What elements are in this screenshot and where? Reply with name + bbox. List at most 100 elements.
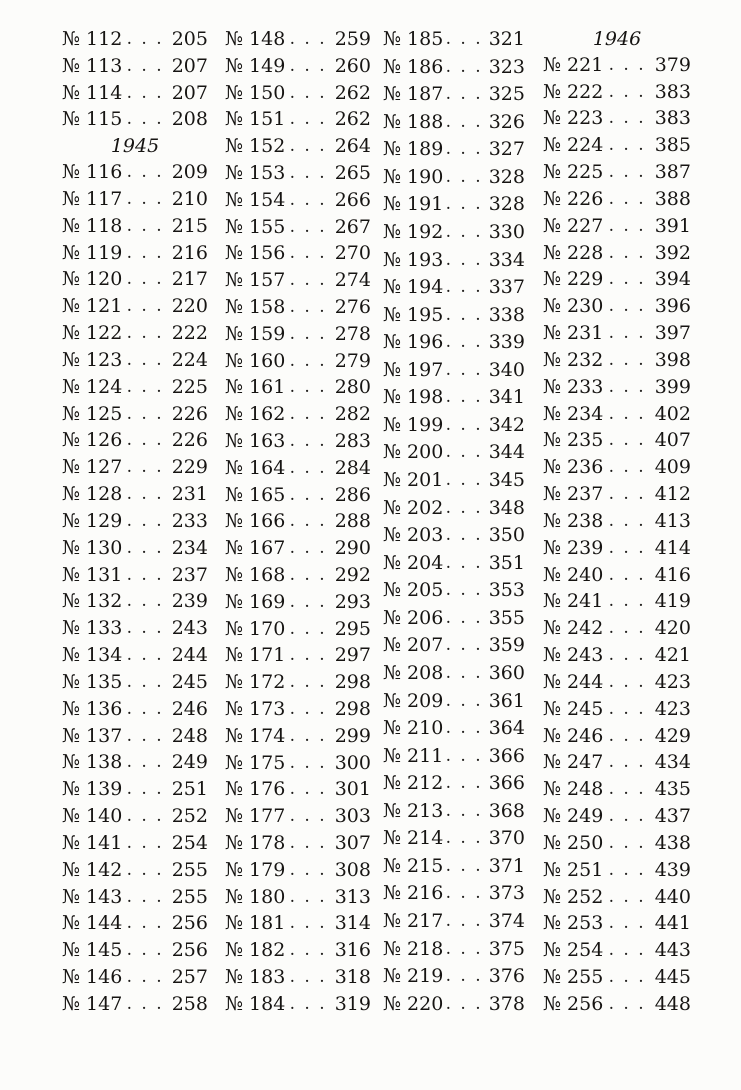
- toc-entry: № 222. . . 383: [543, 81, 691, 104]
- toc-entry: № 247. . . 434: [543, 751, 691, 774]
- entry-number: № 158: [225, 295, 286, 318]
- entry-page: 243: [171, 617, 208, 640]
- dot-leader: . . .: [608, 618, 646, 639]
- entry-page: 283: [334, 429, 371, 452]
- toc-entry: № 161. . . 280: [225, 376, 371, 399]
- toc-entry: № 197. . . 340: [383, 359, 525, 382]
- toc-entry: № 136. . . 246: [62, 698, 208, 721]
- dot-leader: . . .: [289, 752, 327, 773]
- dot-leader: . . .: [445, 442, 483, 463]
- entry-page: 207: [171, 54, 208, 77]
- entry-page: 265: [334, 161, 371, 184]
- entry-page: 292: [334, 563, 371, 586]
- entry-number: № 240: [543, 563, 604, 586]
- toc-entry: № 226. . . 388: [543, 188, 691, 211]
- dot-leader: . . .: [289, 591, 327, 612]
- entry-number: № 144: [62, 912, 123, 935]
- entry-number: № 175: [225, 751, 286, 774]
- dot-leader: . . .: [445, 387, 483, 408]
- entry-page: 416: [654, 563, 691, 586]
- entry-number: № 176: [225, 778, 286, 801]
- dot-leader: . . .: [126, 349, 164, 370]
- dot-leader: . . .: [608, 242, 646, 263]
- entry-page: 249: [171, 751, 208, 774]
- dot-leader: . . .: [126, 752, 164, 773]
- entry-number: № 145: [62, 939, 123, 962]
- entry-page: 440: [654, 885, 691, 908]
- dot-leader: . . .: [445, 966, 483, 987]
- toc-entry: № 113. . . 207: [62, 55, 208, 78]
- toc-entry: № 208. . . 360: [383, 662, 525, 685]
- entry-number: № 197: [383, 358, 444, 381]
- entry-number: № 153: [225, 161, 286, 184]
- entry-page: 338: [488, 303, 525, 326]
- entry-page: 334: [488, 248, 525, 271]
- entry-number: № 226: [543, 187, 604, 210]
- entry-page: 323: [488, 55, 525, 78]
- entry-page: 258: [171, 992, 208, 1015]
- toc-entry: № 133. . . 243: [62, 617, 208, 640]
- entry-page: 262: [334, 108, 371, 131]
- toc-entry: № 177. . . 303: [225, 805, 371, 828]
- entry-page: 340: [488, 358, 525, 381]
- dot-leader: . . .: [445, 800, 483, 821]
- toc-entry: № 131. . . 237: [62, 564, 208, 587]
- entry-number: № 121: [62, 295, 123, 318]
- dot-leader: . . .: [445, 552, 483, 573]
- toc-entry: № 117. . . 210: [62, 188, 208, 211]
- toc-entry: № 250. . . 438: [543, 832, 691, 855]
- toc-entry: № 214. . . 370: [383, 827, 525, 850]
- toc-entry: № 192. . . 330: [383, 221, 525, 244]
- entry-page: 256: [171, 939, 208, 962]
- entry-number: № 189: [383, 138, 444, 161]
- entry-page: 342: [488, 413, 525, 436]
- toc-entry: № 239. . . 414: [543, 537, 691, 560]
- entry-number: № 136: [62, 697, 123, 720]
- entry-page: 313: [334, 885, 371, 908]
- entry-number: № 138: [62, 751, 123, 774]
- entry-page: 260: [334, 54, 371, 77]
- entry-number: № 210: [383, 717, 444, 740]
- dot-leader: . . .: [608, 510, 646, 531]
- toc-entry: № 189. . . 327: [383, 138, 525, 161]
- toc-entry: № 184. . . 319: [225, 993, 371, 1016]
- entry-page: 314: [334, 912, 371, 935]
- entry-number: № 219: [383, 965, 444, 988]
- toc-entry: № 140. . . 252: [62, 805, 208, 828]
- dot-leader: . . .: [289, 913, 327, 934]
- entry-page: 366: [488, 772, 525, 795]
- entry-number: № 244: [543, 670, 604, 693]
- toc-entry: № 171. . . 297: [225, 644, 371, 667]
- toc-entry: № 115. . . 208: [62, 108, 208, 131]
- dot-leader: . . .: [289, 136, 327, 157]
- entry-page: 376: [488, 965, 525, 988]
- entry-page: 441: [654, 912, 691, 935]
- dot-leader: . . .: [126, 993, 164, 1014]
- entry-number: № 137: [62, 724, 123, 747]
- entry-page: 246: [171, 697, 208, 720]
- toc-entry: № 215. . . 371: [383, 855, 525, 878]
- toc-entry: № 137. . . 248: [62, 725, 208, 748]
- dot-leader: . . .: [126, 430, 164, 451]
- entry-page: 366: [488, 744, 525, 767]
- entry-number: № 156: [225, 242, 286, 265]
- entry-number: № 186: [383, 55, 444, 78]
- toc-entry: № 138. . . 249: [62, 751, 208, 774]
- toc-entry: № 120. . . 217: [62, 268, 208, 291]
- dot-leader: . . .: [608, 323, 646, 344]
- entry-number: № 133: [62, 617, 123, 640]
- dot-leader: . . .: [289, 270, 327, 291]
- entry-page: 355: [488, 606, 525, 629]
- entry-number: № 215: [383, 854, 444, 877]
- entry-page: 399: [654, 375, 691, 398]
- entry-number: № 169: [225, 590, 286, 613]
- dot-leader: . . .: [289, 725, 327, 746]
- entry-number: № 120: [62, 268, 123, 291]
- toc-entry: № 151. . . 262: [225, 108, 371, 131]
- entry-number: № 206: [383, 606, 444, 629]
- toc-entry: № 194. . . 337: [383, 276, 525, 299]
- entry-page: 245: [171, 670, 208, 693]
- dot-leader: . . .: [289, 430, 327, 451]
- entry-page: 398: [654, 348, 691, 371]
- entry-page: 231: [171, 483, 208, 506]
